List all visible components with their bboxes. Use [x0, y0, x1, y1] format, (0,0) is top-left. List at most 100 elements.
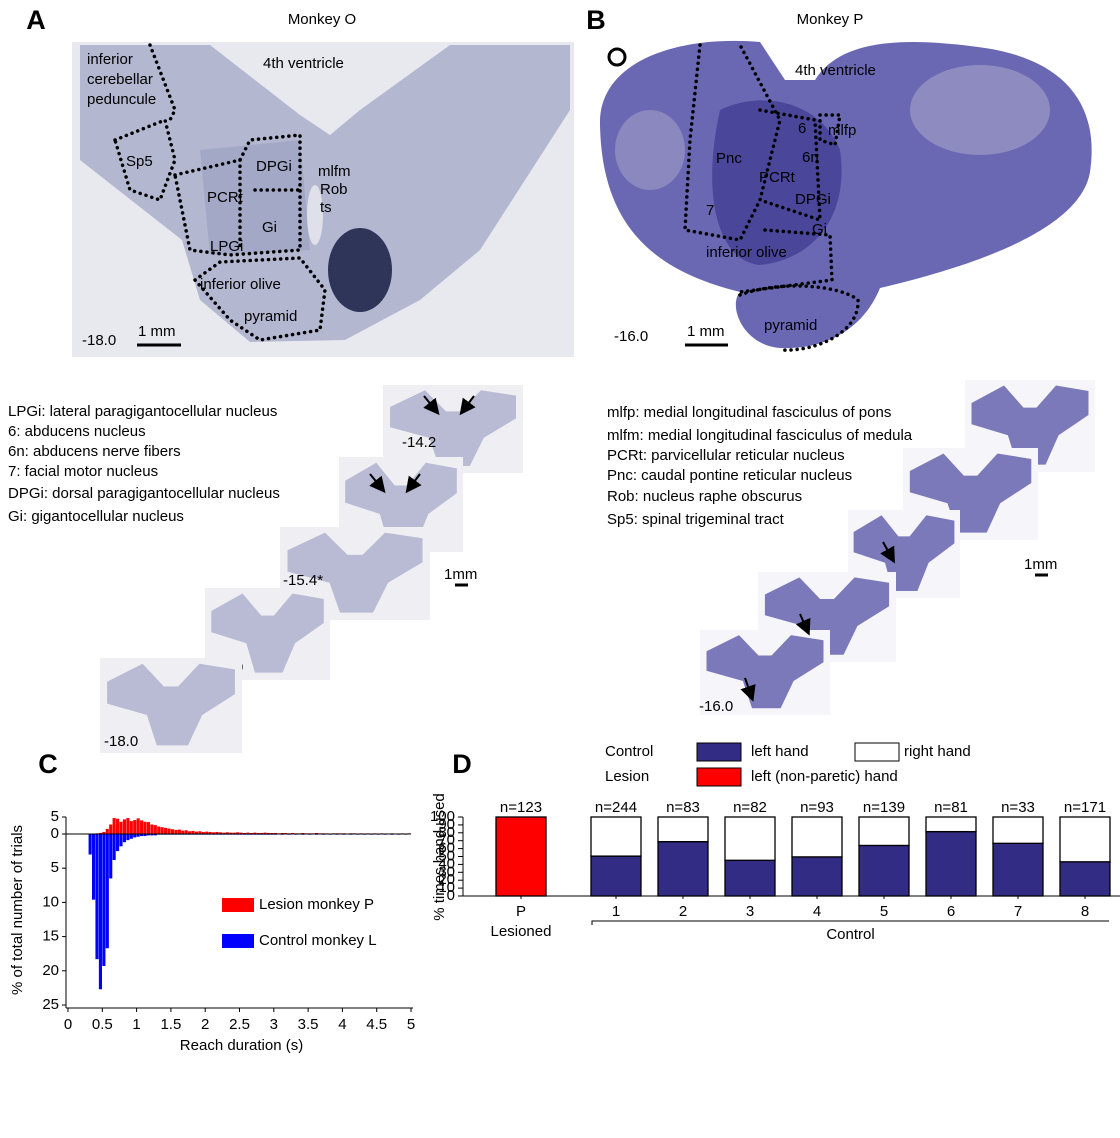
region-label: LPGi — [210, 238, 243, 255]
histogram-bar — [119, 834, 122, 846]
bar-segment — [658, 817, 708, 842]
abbreviation: Sp5: spinal trigeminal tract — [607, 511, 785, 528]
x-axis-label: Reach duration (s) — [180, 1037, 303, 1054]
scale-label: 1mm — [444, 566, 477, 583]
y2-tick-label: 25 — [42, 996, 59, 1013]
region-label: pyramid — [244, 308, 297, 325]
legend-label: Control monkey L — [259, 932, 377, 949]
x-tick-label: 5 — [880, 903, 888, 920]
histogram-bar — [185, 830, 188, 834]
histogram-bar — [178, 830, 181, 834]
legend-row-label: Control — [605, 743, 653, 760]
scale-label: 1mm — [1024, 556, 1057, 573]
histogram-bar — [150, 824, 153, 834]
histogram-bar — [116, 819, 119, 834]
abbreviation: DPGi: dorsal paragigantocellular nucleus — [8, 485, 280, 502]
region-label: inferior — [87, 51, 133, 68]
legend-swatch — [697, 743, 741, 761]
section-depth: -15.4* — [283, 572, 323, 589]
histogram-bar — [161, 827, 164, 834]
histogram-bar — [113, 834, 116, 860]
legend-swatch — [222, 898, 254, 912]
legend-row-label: Lesion — [605, 768, 649, 785]
x-tick-label: 8 — [1081, 903, 1089, 920]
histogram-bar — [130, 821, 133, 834]
histogram-bar — [181, 831, 184, 834]
x-tick-label: 3.5 — [298, 1016, 319, 1033]
region-label: PCRt — [207, 189, 244, 206]
histogram-bar — [157, 827, 160, 834]
histogram-bar — [137, 818, 140, 834]
section-depth: -18.0 — [104, 733, 138, 750]
histogram-bar — [113, 818, 116, 834]
abbreviation: mlfp: medial longitudinal fasciculus of … — [607, 404, 891, 421]
y-tick-label: 0 — [51, 825, 59, 842]
histogram-bar — [116, 834, 119, 851]
panel-letter: C — [38, 749, 58, 779]
bar-segment — [926, 817, 976, 832]
x-tick-label: 2 — [201, 1016, 209, 1033]
panel-letter: A — [26, 5, 46, 35]
y2-tick-label: 20 — [42, 962, 59, 979]
x-tick-label: 7 — [1014, 903, 1022, 920]
x-tick-label: 4 — [338, 1016, 346, 1033]
region-label: Gi — [812, 221, 827, 238]
bar-segment — [1060, 862, 1110, 896]
n-label: n=123 — [500, 799, 542, 816]
histogram-bar — [174, 830, 177, 834]
histogram-bar — [89, 834, 92, 855]
section-depth: -16.0 — [699, 698, 733, 715]
scale-label: 1 mm — [687, 323, 725, 340]
abbreviation: 7: facial motor nucleus — [8, 463, 158, 480]
region-label: DPGi — [795, 191, 831, 208]
region-label: 7 — [706, 202, 714, 219]
legend-label: right hand — [904, 743, 971, 760]
x-tick-label: 1 — [612, 903, 620, 920]
depth-label: -16.0 — [614, 328, 648, 345]
region-label: peduncule — [87, 91, 156, 108]
histogram-bar — [106, 834, 109, 948]
x-tick-label: 3 — [270, 1016, 278, 1033]
abbreviation: Gi: gigantocellular nucleus — [8, 508, 184, 525]
legend-swatch — [855, 743, 899, 761]
panel-title: Monkey O — [288, 11, 356, 28]
region-label: Sp5 — [126, 153, 153, 170]
section-depth: -14.2 — [402, 434, 436, 451]
region-label: cerebellar — [87, 71, 153, 88]
region-label: inferior olive — [706, 244, 787, 261]
panel-b-image — [593, 35, 1097, 352]
bar-segment — [725, 817, 775, 860]
x-tick-label: 1.5 — [160, 1016, 181, 1033]
bar-segment — [792, 857, 842, 896]
ventricle-label: 4th ventricle — [263, 55, 344, 72]
panel-letter: D — [452, 749, 472, 779]
n-label: n=82 — [733, 799, 767, 816]
histogram-bar — [92, 834, 95, 900]
histogram-bar — [126, 834, 129, 840]
abbreviation: Rob: nucleus raphe obscurus — [607, 488, 802, 505]
histogram-bar — [167, 829, 170, 834]
group-label: Lesioned — [491, 923, 552, 940]
figure: ABCDMonkey OMonkey P4th ventricleinferio… — [0, 0, 1120, 1138]
histogram-bar — [133, 834, 136, 837]
region-label: inferior olive — [200, 276, 281, 293]
region-label: 6n — [802, 149, 819, 166]
bar-segment — [993, 817, 1043, 843]
n-label: n=93 — [800, 799, 834, 816]
abbreviation: 6n: abducens nerve fibers — [8, 443, 181, 460]
group-bracket — [592, 921, 1109, 925]
legend-swatch — [222, 934, 254, 948]
legend-label: left hand — [751, 743, 809, 760]
y-tick-label: 5 — [51, 808, 59, 825]
abbreviation: mlfm: medial longitudinal fasciculus of … — [607, 427, 913, 444]
n-label: n=244 — [595, 799, 637, 816]
histogram-bar — [164, 828, 167, 834]
x-tick-label: 4.5 — [366, 1016, 387, 1033]
x-tick-label: 3 — [746, 903, 754, 920]
region-label: DPGi — [256, 158, 292, 175]
histogram-bar — [95, 834, 98, 959]
region-label: 6 — [798, 120, 806, 137]
group-label: Control — [826, 926, 874, 943]
region-label: ts — [320, 199, 332, 216]
n-label: n=33 — [1001, 799, 1035, 816]
